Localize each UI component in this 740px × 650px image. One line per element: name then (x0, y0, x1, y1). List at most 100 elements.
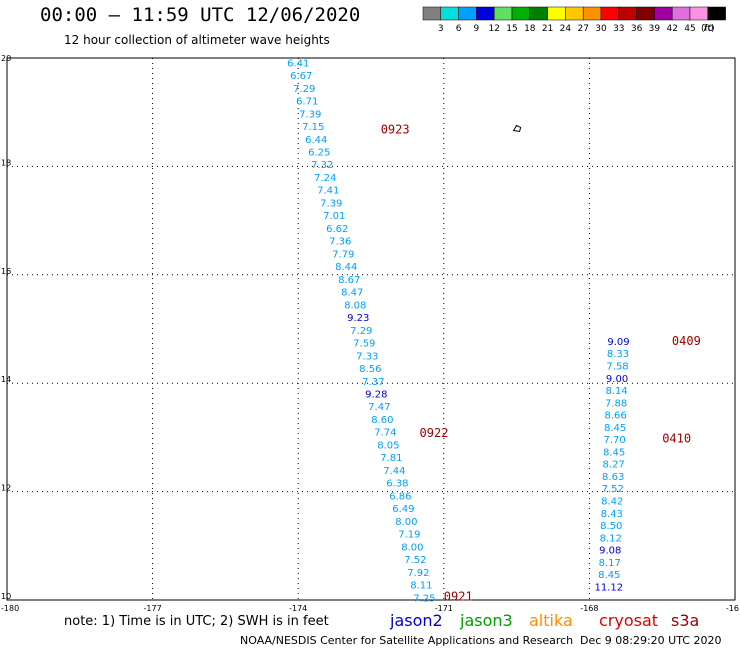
wave-height-value: 7.59 (353, 339, 375, 350)
colorbar-swatch (493, 6, 513, 21)
colorbar-swatch (547, 6, 566, 21)
wave-height-value: 7.41 (317, 186, 339, 197)
colorbar-legend: 3 6 9 12 15 18 21 24 27 30 33 36 39 42 45 70(ft) (422, 6, 726, 34)
chart-subtitle: 12 hour collection of altimeter wave hei… (64, 33, 330, 47)
wave-height-value: 7.01 (323, 211, 345, 222)
wave-height-value: 8.50 (600, 521, 622, 532)
legend-s3a: s3a (671, 611, 699, 630)
wave-height-value: 6.62 (326, 224, 348, 235)
colorbar-tick-label: 33 (613, 24, 624, 34)
colorbar-tick-label: 70 (702, 24, 714, 34)
pass-time-label: 0922 (420, 426, 449, 440)
wave-height-value: 8.66 (604, 411, 626, 422)
wave-height-value: 8.00 (395, 517, 417, 528)
legend-altika: altika (529, 611, 573, 630)
wave-height-value: 7.52 (602, 484, 624, 495)
wave-height-value: 8.67 (338, 275, 360, 286)
wave-height-value: 8.43 (601, 509, 623, 520)
colorbar-tick-label: 21 (542, 24, 553, 34)
island-outline (512, 124, 522, 133)
wave-height-value: 8.17 (599, 558, 621, 569)
colorbar-unit: (ft) (701, 24, 715, 34)
wave-height-value: 7.15 (302, 122, 324, 133)
y-tick-label: 14 (1, 375, 11, 384)
colorbar-swatch (671, 6, 691, 21)
colorbar-tick-label: 42 (666, 24, 677, 34)
colorbar-swatch (636, 6, 655, 21)
colorbar-swatch (582, 6, 602, 21)
y-tick-label: 16 (1, 267, 11, 276)
pass-time-label: 0409 (672, 334, 701, 348)
wave-height-value: 7.19 (398, 530, 420, 541)
wave-height-value: 8.63 (602, 472, 624, 483)
wave-height-value: 7.24 (314, 173, 336, 184)
y-tick-label: 12 (1, 484, 11, 493)
map-frame (6, 57, 736, 601)
x-tick-label: -177 (144, 604, 162, 613)
colorbar-swatch (654, 6, 673, 21)
wave-height-value: 11.12 (594, 582, 623, 593)
y-tick-label: 20 (1, 54, 11, 63)
colorbar-swatch (600, 6, 620, 21)
colorbar-swatch (618, 6, 637, 21)
wave-height-value: 8.47 (341, 288, 363, 299)
wave-height-value: 7.44 (383, 466, 405, 477)
wave-height-value: 9.28 (365, 389, 387, 400)
wave-height-value: 8.08 (344, 300, 366, 311)
colorbar-tick-label: 15 (506, 24, 517, 34)
x-tick-label: -180 (1, 604, 19, 613)
wave-height-value: 7.32 (311, 160, 333, 171)
wave-height-value: 8.56 (359, 364, 381, 375)
wave-height-value: 9.00 (606, 374, 628, 385)
wave-height-value: 7.70 (604, 435, 626, 446)
wave-height-value: 6.25 (308, 147, 330, 158)
colorbar-tick-label: 45 (684, 24, 695, 34)
pass-time-label: 0923 (381, 122, 410, 136)
colorbar-tick-label: 3 (438, 24, 444, 34)
wave-height-value: 8.11 (410, 581, 432, 592)
wave-height-value: 8.27 (603, 460, 625, 471)
wave-height-value: 7.92 (407, 568, 429, 579)
wave-height-value: 7.33 (356, 351, 378, 362)
colorbar-swatch (458, 6, 477, 21)
wave-height-value: 7.52 (404, 555, 426, 566)
wave-height-value: 9.08 (599, 546, 621, 557)
colorbar-swatch (565, 6, 584, 21)
wave-height-value: 7.29 (293, 84, 315, 95)
colorbar-swatch (440, 6, 459, 21)
chart-title: 00:00 – 11:59 UTC 12/06/2020 (40, 4, 361, 26)
wave-height-value: 7.29 (350, 326, 372, 337)
colorbar-tick-label: 30 (595, 24, 607, 34)
wave-height-value: 6.49 (392, 504, 414, 515)
colorbar-tick-label: 6 (456, 24, 462, 34)
colorbar-tick-label: 27 (577, 24, 588, 34)
wave-height-value: 6.44 (305, 135, 327, 146)
wave-height-value: 6.86 (389, 491, 411, 502)
pass-time-label: 0410 (662, 431, 691, 445)
colorbar-tick-label: 12 (488, 24, 499, 34)
wave-height-value: 7.88 (605, 398, 627, 409)
y-tick-label: 18 (1, 158, 11, 167)
colorbar-swatch (529, 6, 548, 21)
wave-height-value: 7.79 (332, 249, 354, 260)
y-tick-label: 10 (1, 592, 11, 601)
generation-timestamp: Dec 9 08:29:20 UTC 2020 (580, 634, 722, 647)
wave-height-value: 7.36 (329, 237, 351, 248)
x-tick-label: -174 (289, 604, 307, 613)
wave-height-value: 9.09 (607, 337, 629, 348)
wave-height-value: 7.47 (368, 402, 390, 413)
wave-height-value: 8.33 (607, 349, 629, 360)
wave-height-value: 6.71 (296, 97, 318, 108)
wave-height-value: 7.74 (374, 428, 396, 439)
wave-height-value: 7.81 (380, 453, 402, 464)
wave-height-value: 8.45 (603, 447, 625, 458)
wave-height-value: 7.39 (320, 198, 342, 209)
wave-height-value: 8.42 (601, 497, 623, 508)
wave-height-value: 7.37 (362, 377, 384, 388)
wave-height-value: 9.23 (347, 313, 369, 324)
x-tick-label: -168 (580, 604, 598, 613)
pass-time-label: 0921 (444, 590, 473, 604)
colorbar-tick-label: 18 (524, 24, 536, 34)
wave-height-value: 7.39 (299, 109, 321, 120)
